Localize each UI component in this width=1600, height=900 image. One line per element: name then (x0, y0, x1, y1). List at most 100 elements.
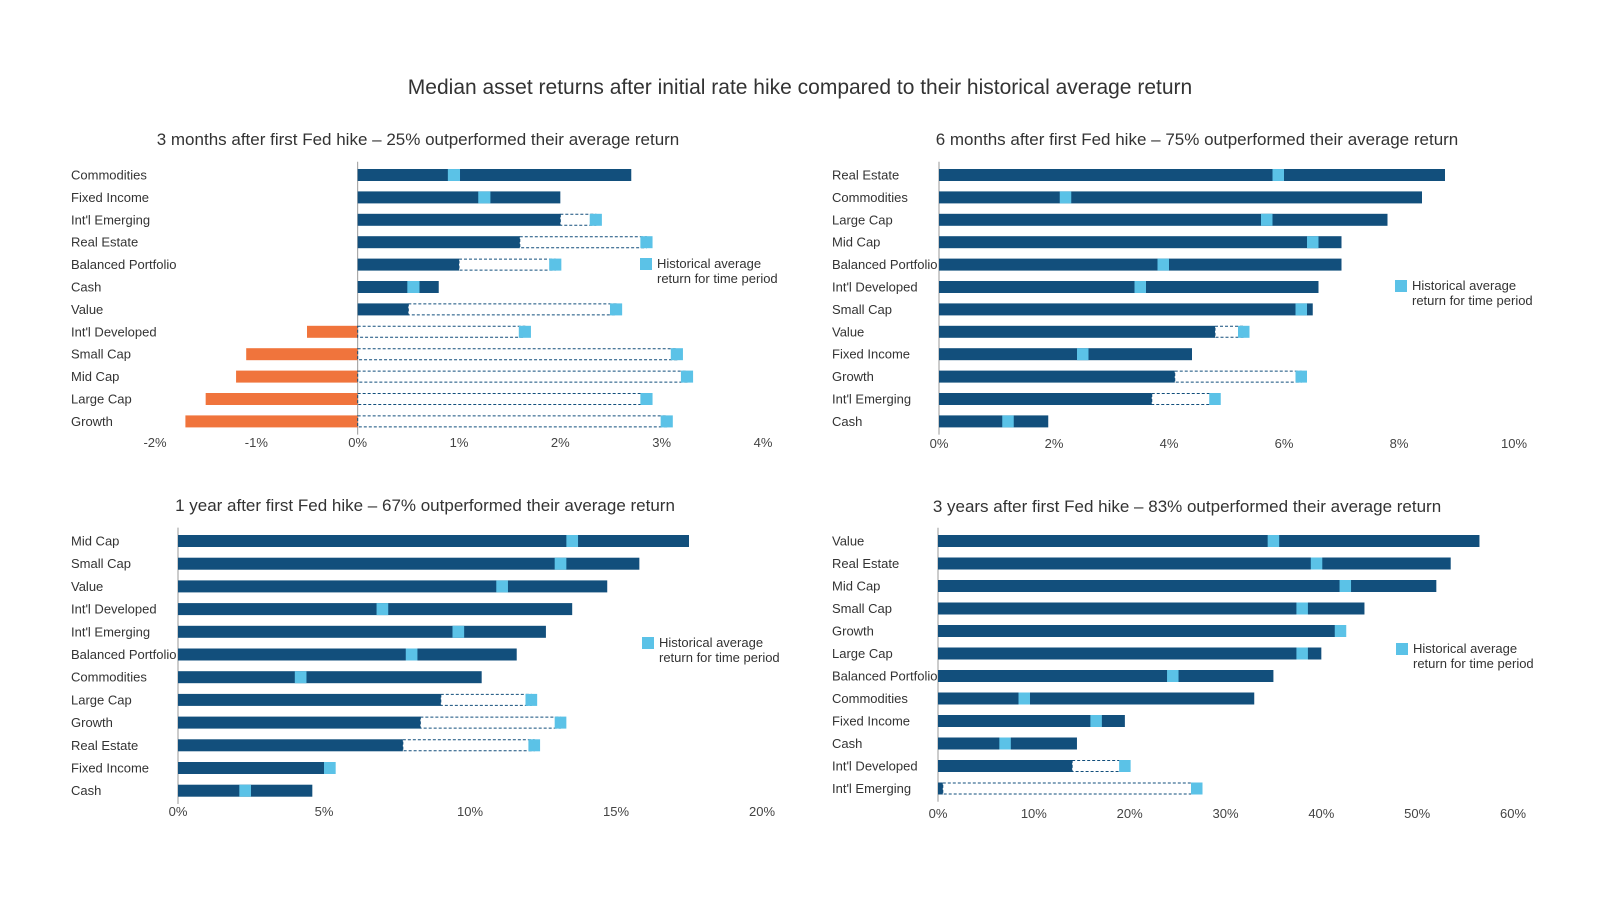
category-label: Large Cap (832, 212, 893, 227)
historical-average-marker (670, 348, 683, 361)
historical-average-marker (324, 762, 336, 774)
bar-gap-outline (357, 348, 678, 361)
historical-average-marker (376, 603, 389, 616)
bar-median (357, 236, 520, 249)
bar-median (178, 716, 421, 729)
bar-median (357, 191, 561, 204)
historical-average-marker (554, 716, 567, 729)
chart-title: 3 months after first Fed hike – 25% outp… (157, 130, 680, 149)
historical-average-marker (405, 648, 418, 661)
category-label: Cash (71, 280, 101, 295)
bar-gap-outline (519, 236, 647, 249)
x-tick-label: 10% (1021, 806, 1047, 821)
bar-gap-outline (1174, 370, 1302, 383)
chart-panel-3: 1 year after first Fed hike – 67% outper… (71, 496, 780, 819)
x-tick-label: 10% (457, 804, 483, 819)
historical-average-marker (1261, 213, 1273, 226)
historical-average-marker (1059, 191, 1072, 204)
legend-text: return for time period (659, 650, 780, 665)
historical-average-marker (609, 303, 623, 316)
historical-average-marker (1191, 782, 1203, 795)
category-label: Real Estate (832, 168, 899, 183)
chart-title: 6 months after first Fed hike – 75% outp… (936, 130, 1459, 149)
historical-average-marker (660, 415, 673, 428)
bar-median (357, 281, 439, 293)
category-label: Int'l Emerging (71, 212, 150, 227)
category-label: Growth (71, 715, 113, 730)
legend-text: Historical average (659, 635, 763, 650)
category-label: Value (71, 302, 103, 317)
bar-median (178, 535, 689, 547)
category-label: Large Cap (71, 692, 132, 707)
bar-median (178, 762, 324, 774)
category-label: Cash (71, 783, 101, 798)
historical-average-marker (1267, 535, 1280, 547)
category-label: Growth (832, 369, 874, 384)
historical-average-marker (496, 580, 508, 593)
historical-average-marker (1018, 692, 1030, 705)
historical-average-marker (1119, 760, 1131, 772)
bar-median (357, 303, 409, 316)
legend-text: Historical average (657, 256, 761, 271)
legend-text: return for time period (1412, 293, 1533, 308)
bar-median (178, 557, 640, 570)
x-tick-label: -1% (245, 435, 269, 450)
category-label: Value (832, 324, 864, 339)
historical-average-marker (1296, 602, 1308, 615)
x-tick-label: 5% (315, 804, 334, 819)
legend-text: return for time period (1413, 656, 1534, 671)
historical-average-marker (1077, 348, 1089, 361)
legend-swatch (640, 258, 652, 270)
bar-median (307, 325, 358, 338)
bar-median (236, 370, 358, 383)
bar-median (938, 782, 943, 795)
bar-median (938, 535, 1480, 547)
category-label: Commodities (71, 168, 147, 183)
x-tick-label: 0% (930, 436, 949, 451)
category-label: Mid Cap (832, 579, 880, 594)
bar-median (939, 325, 1215, 338)
bar-median (938, 670, 1274, 682)
category-label: Value (71, 579, 103, 594)
historical-average-marker (1272, 169, 1284, 181)
historical-average-marker (1339, 580, 1352, 592)
category-label: Balanced Portfolio (832, 257, 938, 272)
x-tick-label: 20% (1117, 806, 1143, 821)
bar-median (939, 303, 1313, 316)
historical-average-marker (566, 535, 579, 547)
legend-text: Historical average (1413, 641, 1517, 656)
historical-average-marker (549, 258, 562, 271)
bar-median (939, 370, 1175, 383)
category-label: Value (832, 534, 864, 549)
bar-median (939, 169, 1445, 181)
historical-average-marker (239, 784, 251, 797)
historical-average-marker (1134, 281, 1146, 293)
category-label: Int'l Developed (832, 280, 918, 295)
historical-average-marker (518, 325, 531, 338)
historical-average-marker (407, 281, 420, 293)
category-label: Int'l Emerging (832, 392, 911, 407)
category-label: Int'l Emerging (71, 624, 150, 639)
category-label: Commodities (832, 190, 908, 205)
x-tick-label: 50% (1404, 806, 1430, 821)
category-label: Balanced Portfolio (71, 647, 177, 662)
historical-average-marker (1090, 715, 1102, 727)
legend-swatch (1396, 643, 1408, 655)
x-tick-label: 8% (1390, 436, 1409, 451)
x-tick-label: 1% (450, 435, 469, 450)
historical-average-marker (1167, 670, 1179, 682)
bar-median (178, 693, 441, 706)
bar-gap-outline (440, 693, 532, 706)
category-label: Mid Cap (71, 369, 119, 384)
bar-median (185, 415, 358, 428)
historical-average-marker (1296, 647, 1308, 660)
bar-median (939, 348, 1192, 361)
historical-average-marker (294, 671, 307, 684)
historical-average-marker (640, 236, 653, 249)
bar-median (205, 393, 358, 405)
historical-average-marker (447, 169, 461, 181)
bar-median (938, 625, 1336, 637)
